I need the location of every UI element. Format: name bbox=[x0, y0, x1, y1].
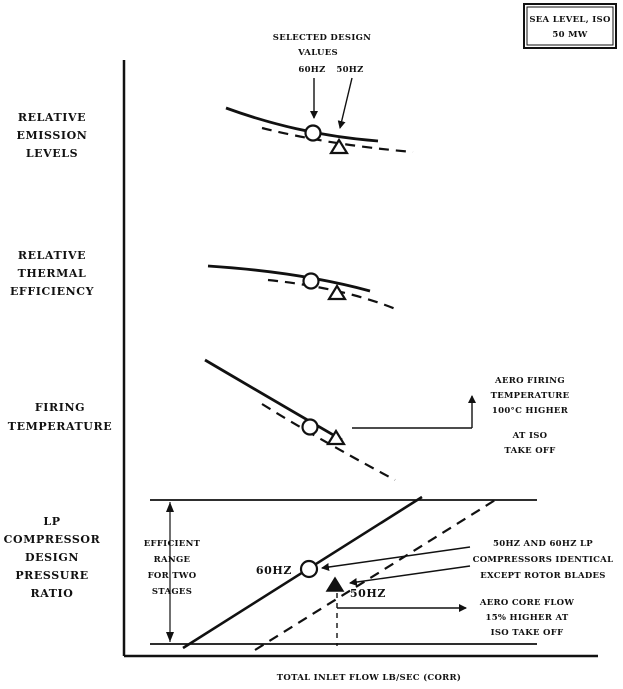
row-label-lp-4: PRESSURE bbox=[15, 569, 88, 582]
efficient-range-1: EFFICIENT bbox=[144, 539, 201, 549]
compressor-arrow-upper bbox=[321, 546, 471, 571]
firing-curves bbox=[204, 358, 476, 481]
selected-design-label: SELECTED DESIGN VALUES 60HZ 50HZ bbox=[273, 33, 371, 129]
range-arrow-top bbox=[166, 502, 174, 512]
core-flow-note-1: AERO CORE FLOW bbox=[479, 598, 574, 608]
selected-design-line-1: SELECTED DESIGN bbox=[273, 33, 371, 43]
core-flow-note-3: ISO TAKE OFF bbox=[491, 628, 564, 638]
firing-note-3: 100°C HIGHER bbox=[492, 406, 569, 416]
firing-note-1: AERO FIRING bbox=[494, 376, 565, 386]
lp-60hz-label: 60HZ bbox=[256, 564, 292, 577]
emission-dashed-curve bbox=[261, 126, 414, 154]
efficient-range-4: STAGES bbox=[152, 587, 192, 597]
efficiency-solid-curve bbox=[207, 264, 371, 293]
lp-50hz-triangle bbox=[325, 576, 345, 592]
compressor-note-3: EXCEPT ROTOR BLADES bbox=[480, 571, 606, 581]
range-arrow-bottom bbox=[166, 632, 174, 642]
condition-box: SEA LEVEL, ISO 50 MW bbox=[523, 3, 617, 49]
lp-60hz-circle bbox=[299, 559, 319, 579]
compressor-note-2: COMPRESSORS IDENTICAL bbox=[473, 555, 614, 565]
row-label-efficiency-2: THERMAL bbox=[18, 267, 87, 280]
emission-solid-curve bbox=[225, 106, 379, 143]
selected-50hz-label: 50HZ bbox=[336, 65, 363, 75]
selected-design-line-2: VALUES bbox=[297, 48, 338, 58]
core-flow-note-2: 15% HIGHER AT bbox=[485, 613, 568, 623]
emission-curves bbox=[225, 106, 414, 155]
row-label-lp-5: RATIO bbox=[31, 587, 74, 600]
row-label-emission-3: LEVELS bbox=[26, 147, 78, 160]
firing-note-4: AT ISO bbox=[512, 431, 548, 441]
efficiency-60hz-circle bbox=[302, 272, 320, 290]
firing-note-2: TEMPERATURE bbox=[491, 391, 570, 401]
x-axis-label: TOTAL INLET FLOW LB/SEC (CORR) bbox=[277, 672, 461, 683]
compressor-arrow-lower bbox=[349, 565, 471, 586]
lp-50hz-label: 50HZ bbox=[350, 587, 386, 600]
compressor-note-1: 50HZ AND 60HZ LP bbox=[493, 539, 593, 549]
arrow-to-50hz bbox=[337, 77, 353, 129]
selected-60hz-label: 60HZ bbox=[298, 65, 325, 75]
row-label-lp-3: DESIGN bbox=[25, 551, 79, 564]
firing-50hz-triangle bbox=[326, 428, 346, 446]
emission-50hz-triangle bbox=[329, 137, 349, 155]
efficiency-curves bbox=[207, 264, 399, 312]
efficient-range-3: FOR TWO bbox=[148, 571, 197, 581]
row-label-firing-1: FIRING bbox=[35, 401, 85, 414]
row-label-efficiency-1: RELATIVE bbox=[18, 249, 86, 262]
row-label-lp-1: LP bbox=[43, 515, 60, 528]
firing-note-5: TAKE OFF bbox=[504, 446, 555, 456]
firing-solid-curve bbox=[204, 358, 343, 442]
row-label-emission-2: EMISSION bbox=[17, 129, 88, 142]
firing-60hz-circle bbox=[301, 418, 319, 436]
emission-60hz-circle bbox=[304, 124, 322, 142]
lp-compressor-section bbox=[150, 495, 537, 651]
row-label-firing-2: TEMPERATURE bbox=[8, 420, 112, 433]
row-label-lp-2: COMPRESSOR bbox=[4, 533, 101, 546]
row-label-efficiency-3: EFFICIENCY bbox=[10, 285, 94, 298]
firing-dashed-curve bbox=[261, 403, 396, 481]
efficient-range-2: RANGE bbox=[154, 555, 191, 565]
condition-line-2: 50 MW bbox=[552, 30, 587, 40]
50hz-line bbox=[254, 496, 501, 651]
efficiency-50hz-triangle bbox=[327, 283, 347, 301]
condition-line-1: SEA LEVEL, ISO bbox=[529, 15, 611, 25]
row-label-emission-1: RELATIVE bbox=[18, 111, 86, 124]
